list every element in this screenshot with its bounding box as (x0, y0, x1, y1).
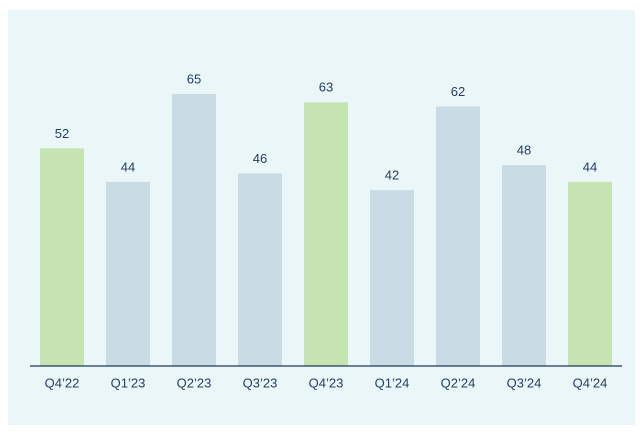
bar (106, 181, 150, 366)
bar (436, 106, 480, 366)
x-tick-label: Q4’24 (573, 375, 608, 390)
bar (304, 102, 348, 367)
data-label: 46 (253, 151, 267, 166)
x-tick-label: Q1’24 (375, 375, 410, 390)
bar (172, 93, 216, 366)
data-label: 63 (319, 80, 333, 95)
data-label: 44 (121, 159, 135, 174)
x-tick-label: Q2’23 (177, 375, 212, 390)
x-tick-label: Q3’23 (243, 375, 278, 390)
data-label: 48 (517, 143, 531, 158)
bar (568, 181, 612, 366)
x-tick-label: Q3’24 (507, 375, 542, 390)
data-label: 44 (583, 159, 597, 174)
x-tick-label: Q2’24 (441, 375, 476, 390)
x-tick-label: Q4’23 (309, 375, 344, 390)
bar (370, 190, 414, 366)
x-tick-label: Q1’23 (111, 375, 146, 390)
data-label: 65 (187, 71, 201, 86)
data-label: 52 (55, 126, 69, 141)
x-tick-label: Q4’22 (45, 375, 80, 390)
bar (238, 173, 282, 366)
data-label: 42 (385, 168, 399, 183)
bar (40, 148, 84, 366)
data-label: 62 (451, 84, 465, 99)
bar (502, 165, 546, 366)
